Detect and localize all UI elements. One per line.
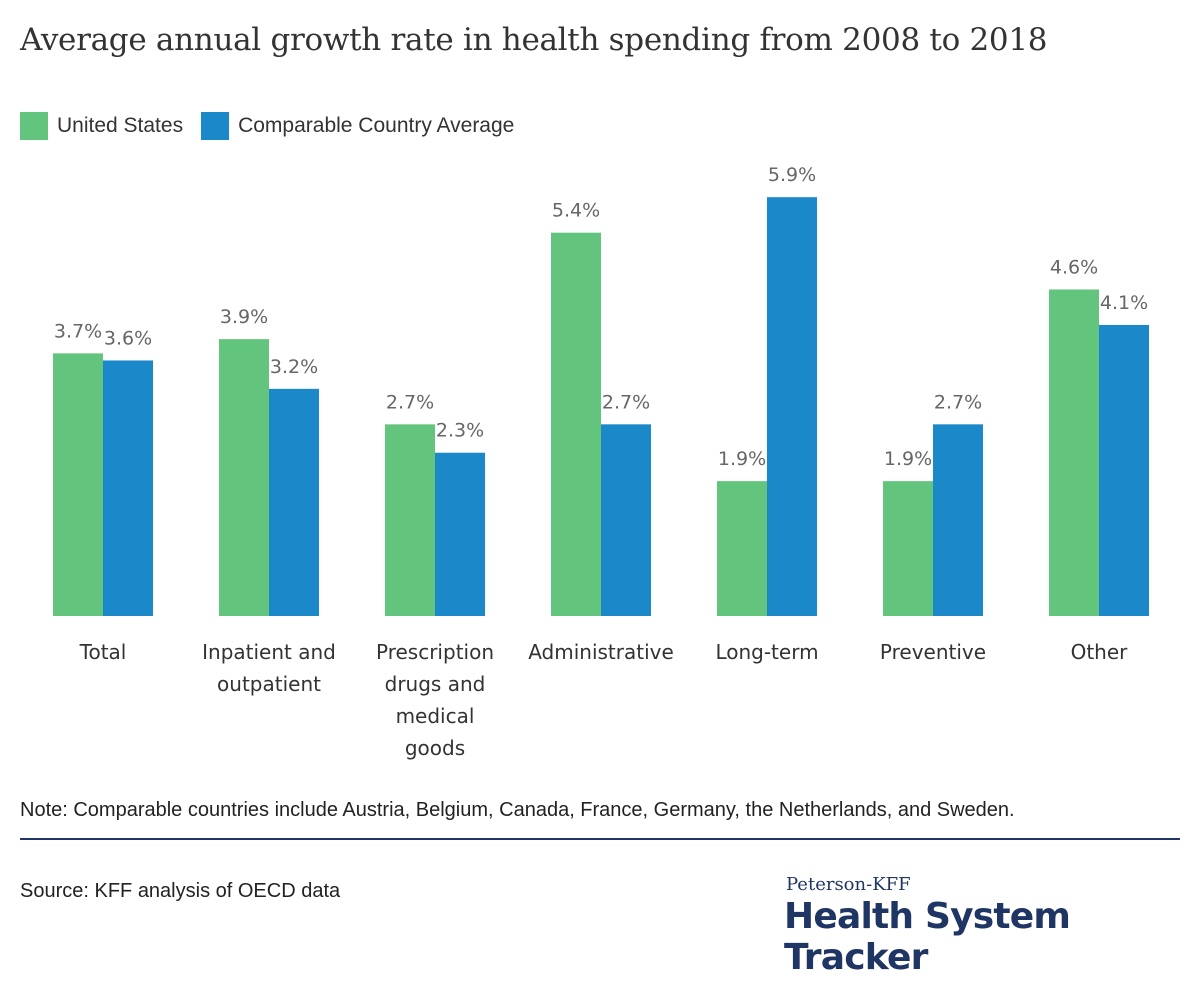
bar-comparable-4 bbox=[767, 197, 817, 616]
data-label-comparable-2: 2.3% bbox=[436, 420, 484, 442]
brand-logo: Health System Tracker bbox=[784, 896, 1071, 978]
category-label-3-line-0: Administrative bbox=[528, 640, 674, 664]
category-label-6-line-0: Other bbox=[1071, 640, 1129, 664]
bar-us-4 bbox=[717, 481, 767, 616]
legend-item-us: United States bbox=[20, 112, 183, 140]
legend-swatch-comparable bbox=[201, 112, 230, 140]
category-label-2-line-3: goods bbox=[405, 736, 465, 760]
data-label-comparable-6: 4.1% bbox=[1100, 292, 1148, 314]
brand-subtitle: Peterson-KFF bbox=[786, 874, 911, 895]
category-label-2-line-1: drugs and bbox=[385, 672, 486, 696]
category-label-1-line-1: outpatient bbox=[217, 672, 321, 696]
category-label-2-line-0: Prescription bbox=[376, 640, 494, 664]
bar-us-2 bbox=[385, 424, 435, 616]
data-label-us-2: 2.7% bbox=[386, 391, 434, 413]
bar-comparable-2 bbox=[435, 452, 485, 616]
bar-comparable-6 bbox=[1099, 324, 1149, 616]
chart-source: Source: KFF analysis of OECD data bbox=[20, 880, 341, 902]
bar-us-5 bbox=[883, 481, 933, 616]
bar-comparable-5 bbox=[933, 424, 983, 616]
data-label-comparable-0: 3.6% bbox=[104, 327, 152, 349]
data-label-comparable-4: 5.9% bbox=[768, 164, 816, 186]
data-label-us-4: 1.9% bbox=[718, 448, 766, 470]
bar-comparable-1 bbox=[269, 388, 319, 616]
chart-note: Note: Comparable countries include Austr… bbox=[20, 799, 1015, 821]
category-label-2-line-2: medical bbox=[396, 704, 475, 728]
data-label-us-1: 3.9% bbox=[220, 306, 268, 328]
data-label-us-5: 1.9% bbox=[884, 448, 932, 470]
data-label-us-0: 3.7% bbox=[54, 320, 102, 342]
legend-item-comparable: Comparable Country Average bbox=[201, 112, 514, 140]
bar-us-3 bbox=[551, 232, 601, 616]
bar-comparable-3 bbox=[601, 424, 651, 616]
bar-us-0 bbox=[53, 353, 103, 616]
data-label-comparable-1: 3.2% bbox=[270, 356, 318, 378]
legend-label-us: United States bbox=[57, 114, 184, 137]
data-label-us-6: 4.6% bbox=[1050, 256, 1098, 278]
bar-us-6 bbox=[1049, 289, 1099, 616]
divider bbox=[20, 838, 1180, 840]
category-label-1-line-0: Inpatient and bbox=[202, 640, 336, 664]
category-label-4-line-0: Long-term bbox=[715, 640, 818, 664]
legend-label-comparable: Comparable Country Average bbox=[238, 114, 515, 137]
bar-us-1 bbox=[219, 339, 269, 616]
legend: United States Comparable Country Average bbox=[20, 112, 532, 140]
legend-swatch-us bbox=[20, 112, 48, 140]
category-label-5-line-0: Preventive bbox=[880, 640, 986, 664]
data-label-comparable-5: 2.7% bbox=[934, 391, 982, 413]
bar-comparable-0 bbox=[103, 360, 153, 616]
data-label-comparable-3: 2.7% bbox=[602, 391, 650, 413]
data-label-us-3: 5.4% bbox=[552, 200, 600, 222]
chart-title: Average annual growth rate in health spe… bbox=[20, 22, 1048, 58]
category-label-0-line-0: Total bbox=[79, 640, 127, 664]
